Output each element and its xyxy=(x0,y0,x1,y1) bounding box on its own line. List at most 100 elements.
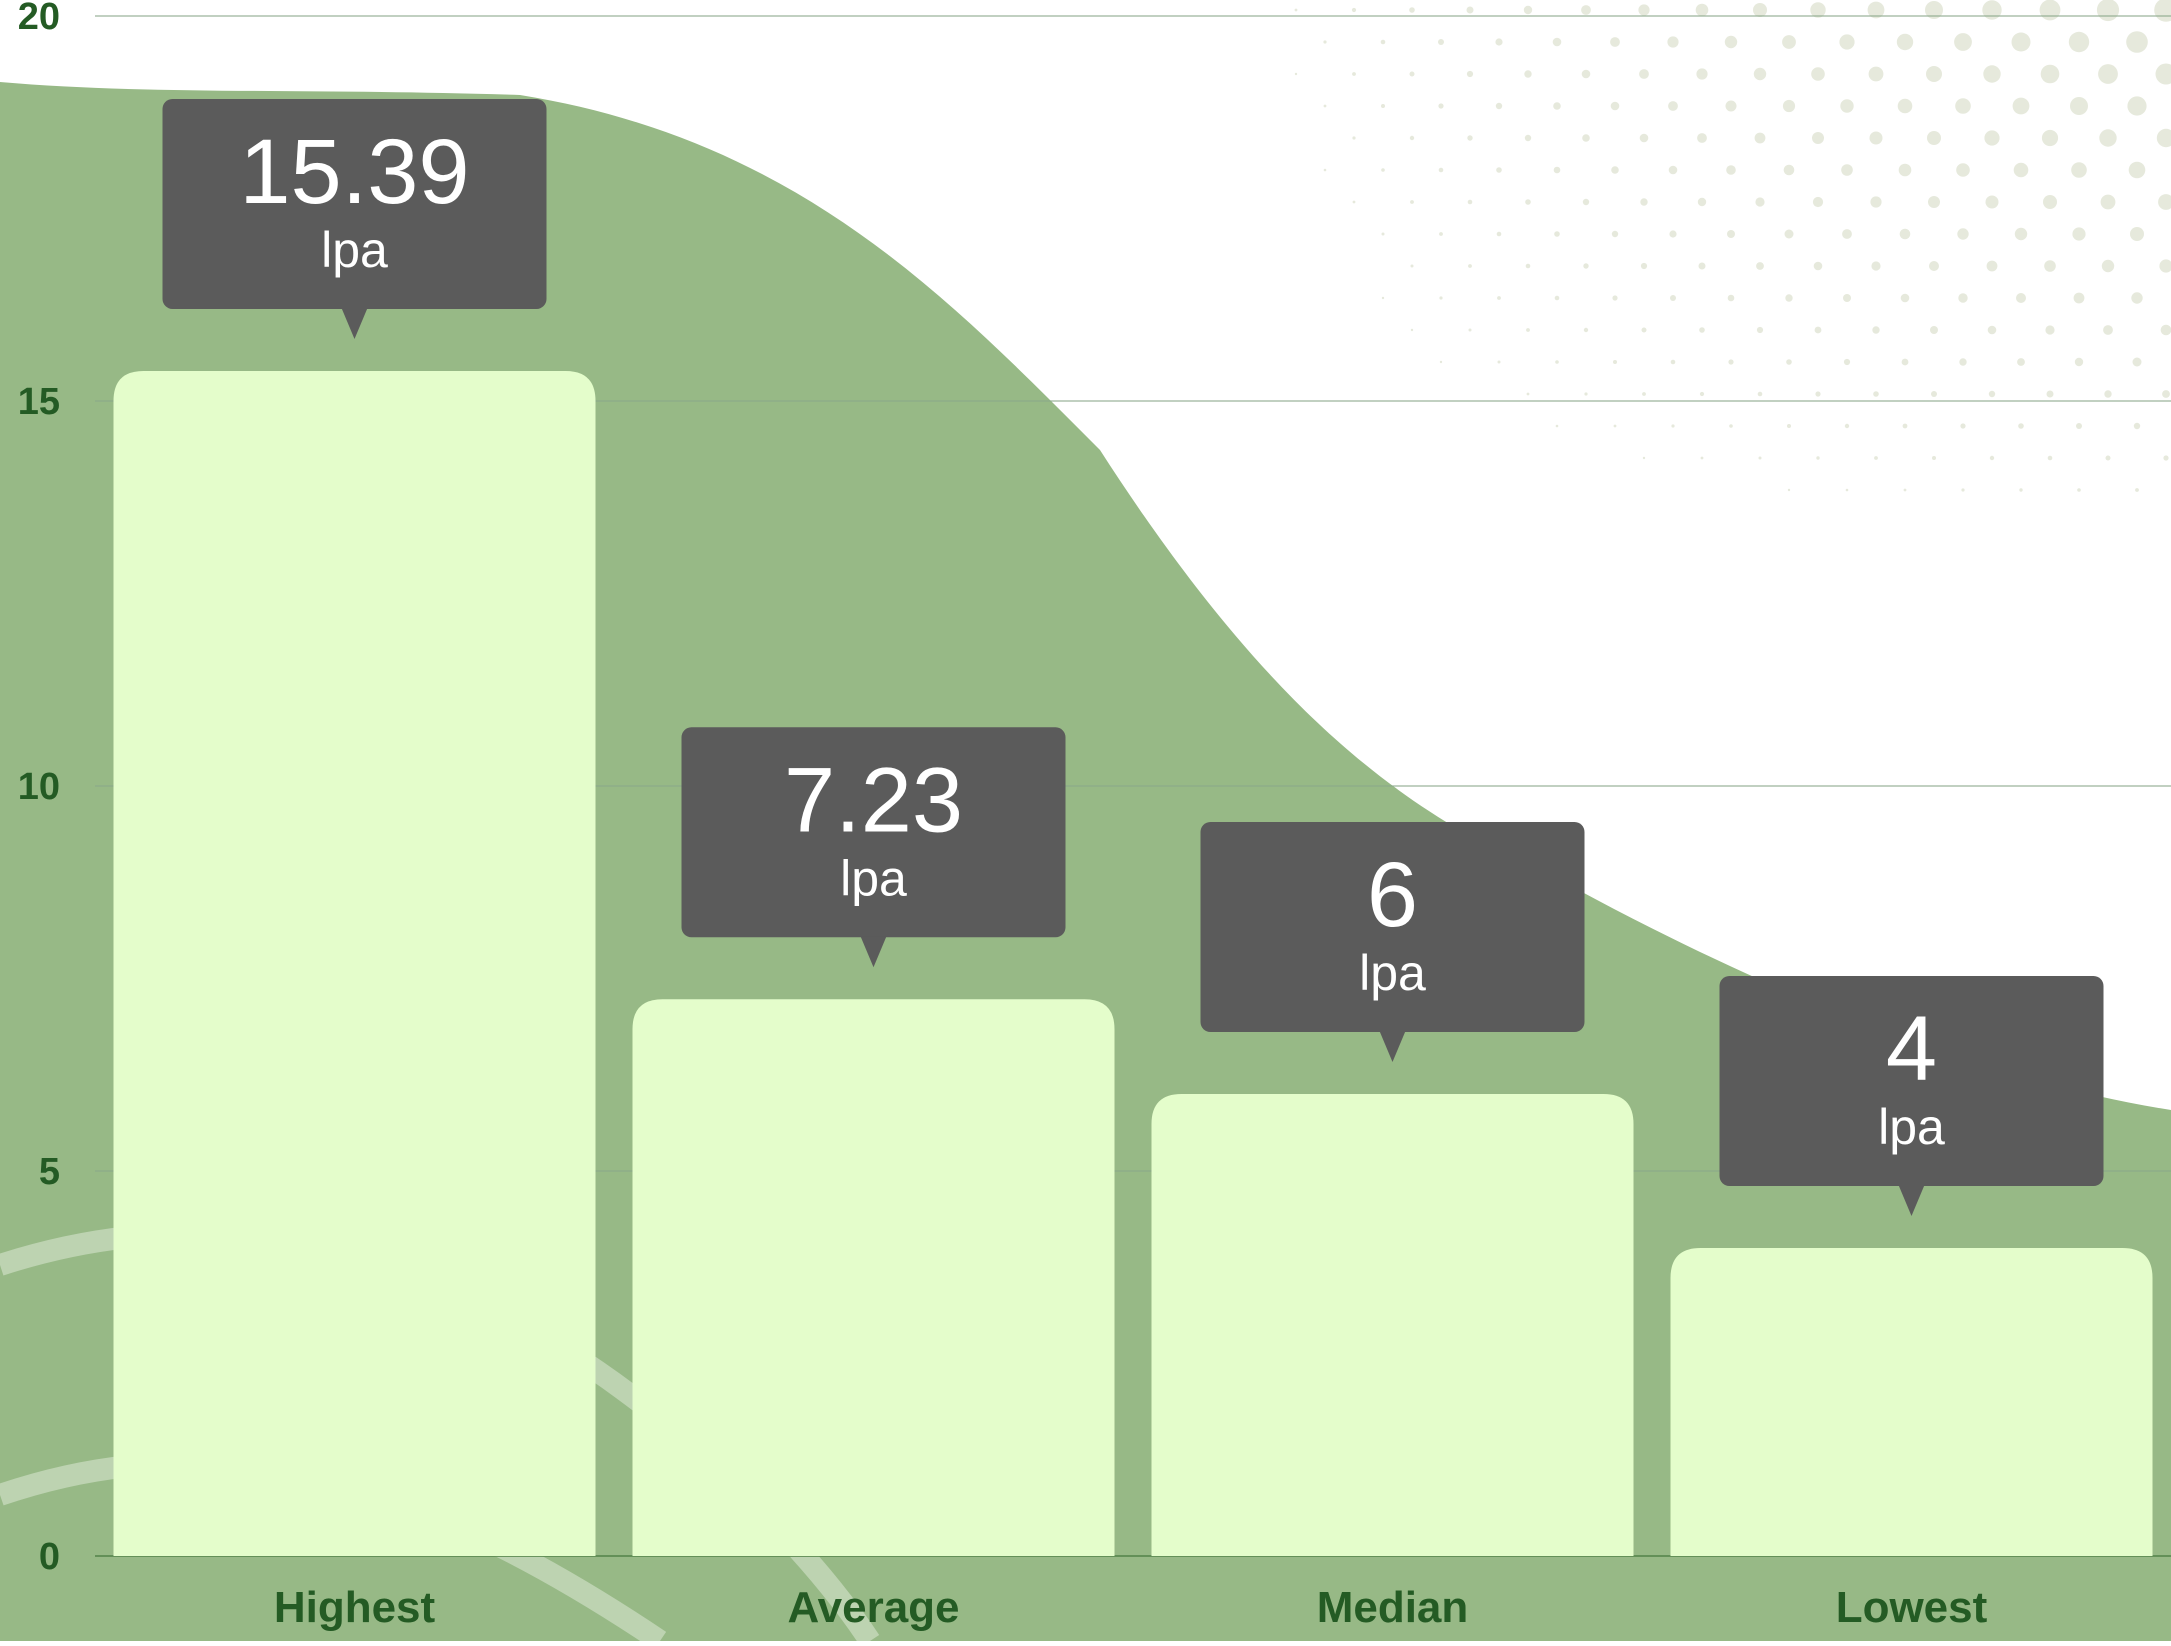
dot xyxy=(1788,489,1790,491)
y-tick-label: 15 xyxy=(18,381,60,423)
dot xyxy=(1613,360,1617,364)
dot xyxy=(1526,328,1530,332)
dot xyxy=(1638,4,1649,15)
dot xyxy=(2131,292,2142,303)
dot xyxy=(1903,424,1908,429)
dot xyxy=(2014,163,2029,178)
dot xyxy=(1901,294,1910,303)
dot xyxy=(2042,130,2058,146)
dot xyxy=(2130,227,2144,241)
dot xyxy=(1527,393,1530,396)
dot xyxy=(2012,33,2031,52)
dot xyxy=(1497,296,1501,300)
dot xyxy=(1295,73,1297,75)
dot xyxy=(1440,361,1442,363)
dot xyxy=(1757,327,1763,333)
dot xyxy=(1930,326,1938,334)
dot xyxy=(1725,36,1737,48)
dot xyxy=(1526,264,1531,269)
dot xyxy=(1438,103,1443,108)
dot xyxy=(2016,293,2026,303)
dot xyxy=(2077,488,2081,492)
dot xyxy=(1929,261,1939,271)
dot xyxy=(1873,391,1879,397)
dot xyxy=(1439,168,1444,173)
dot xyxy=(2099,129,2116,146)
dot xyxy=(1382,233,1385,236)
dot xyxy=(1669,166,1678,175)
dot xyxy=(2075,358,2083,366)
dot xyxy=(1438,39,1444,45)
dot xyxy=(2013,98,2030,115)
dot xyxy=(1700,392,1704,396)
dot xyxy=(1498,361,1501,364)
dot xyxy=(2106,456,2111,461)
dot xyxy=(1787,424,1791,428)
dot xyxy=(1842,229,1852,239)
dot xyxy=(1642,328,1647,333)
data-unit: lpa xyxy=(1878,1099,1945,1155)
dot xyxy=(1554,231,1560,237)
dot xyxy=(1785,230,1794,239)
dot xyxy=(1553,38,1562,47)
dot xyxy=(1467,71,1473,77)
dot xyxy=(1984,130,1999,145)
dot xyxy=(1902,359,1909,366)
dot xyxy=(2071,162,2087,178)
bar-lowest xyxy=(1671,1248,2153,1556)
dot xyxy=(1468,264,1472,268)
data-label: 7.23 xyxy=(784,749,963,851)
dot xyxy=(2157,129,2171,147)
dot xyxy=(1728,295,1735,302)
dot xyxy=(1554,167,1561,174)
dot xyxy=(1726,165,1736,175)
dot xyxy=(1496,103,1502,109)
dot xyxy=(1869,67,1884,82)
dot xyxy=(2072,227,2085,240)
dot xyxy=(1931,391,1937,397)
dot xyxy=(1525,135,1531,141)
dot xyxy=(2154,0,2171,22)
dot xyxy=(1846,489,1849,492)
dot xyxy=(1584,392,1587,395)
dot xyxy=(2018,423,2024,429)
dot xyxy=(1671,424,1674,427)
dot xyxy=(1556,425,1559,428)
bar-median xyxy=(1152,1094,1634,1556)
bar-highest xyxy=(114,371,596,1556)
dot xyxy=(2101,195,2116,210)
dot xyxy=(1668,101,1678,111)
dot xyxy=(1495,38,1502,45)
dot xyxy=(2161,325,2171,336)
dot xyxy=(2104,390,2111,397)
dot xyxy=(2070,97,2088,115)
dot xyxy=(1669,230,1676,237)
dot xyxy=(1611,166,1619,174)
dot xyxy=(1411,265,1414,268)
dot xyxy=(1524,6,1532,14)
dot xyxy=(1671,360,1676,365)
dot xyxy=(1987,261,1998,272)
dot xyxy=(1583,199,1589,205)
data-label: 4 xyxy=(1886,998,1937,1100)
dot xyxy=(1813,197,1823,207)
dot xyxy=(1845,424,1849,428)
dot xyxy=(1872,326,1879,333)
data-unit: lpa xyxy=(1359,945,1426,1001)
dot xyxy=(1758,392,1763,397)
dot xyxy=(1753,3,1767,17)
dot xyxy=(1439,232,1443,236)
dot xyxy=(1612,295,1617,300)
dot xyxy=(1927,131,1941,145)
dot xyxy=(1900,229,1911,240)
dot xyxy=(1955,98,1971,114)
dot xyxy=(1553,102,1561,110)
dot xyxy=(1874,456,1878,460)
dot xyxy=(1582,134,1590,142)
dot xyxy=(1409,7,1415,13)
dot xyxy=(2103,325,2113,335)
halftone-dots xyxy=(1295,0,2171,493)
dot xyxy=(1641,263,1647,269)
